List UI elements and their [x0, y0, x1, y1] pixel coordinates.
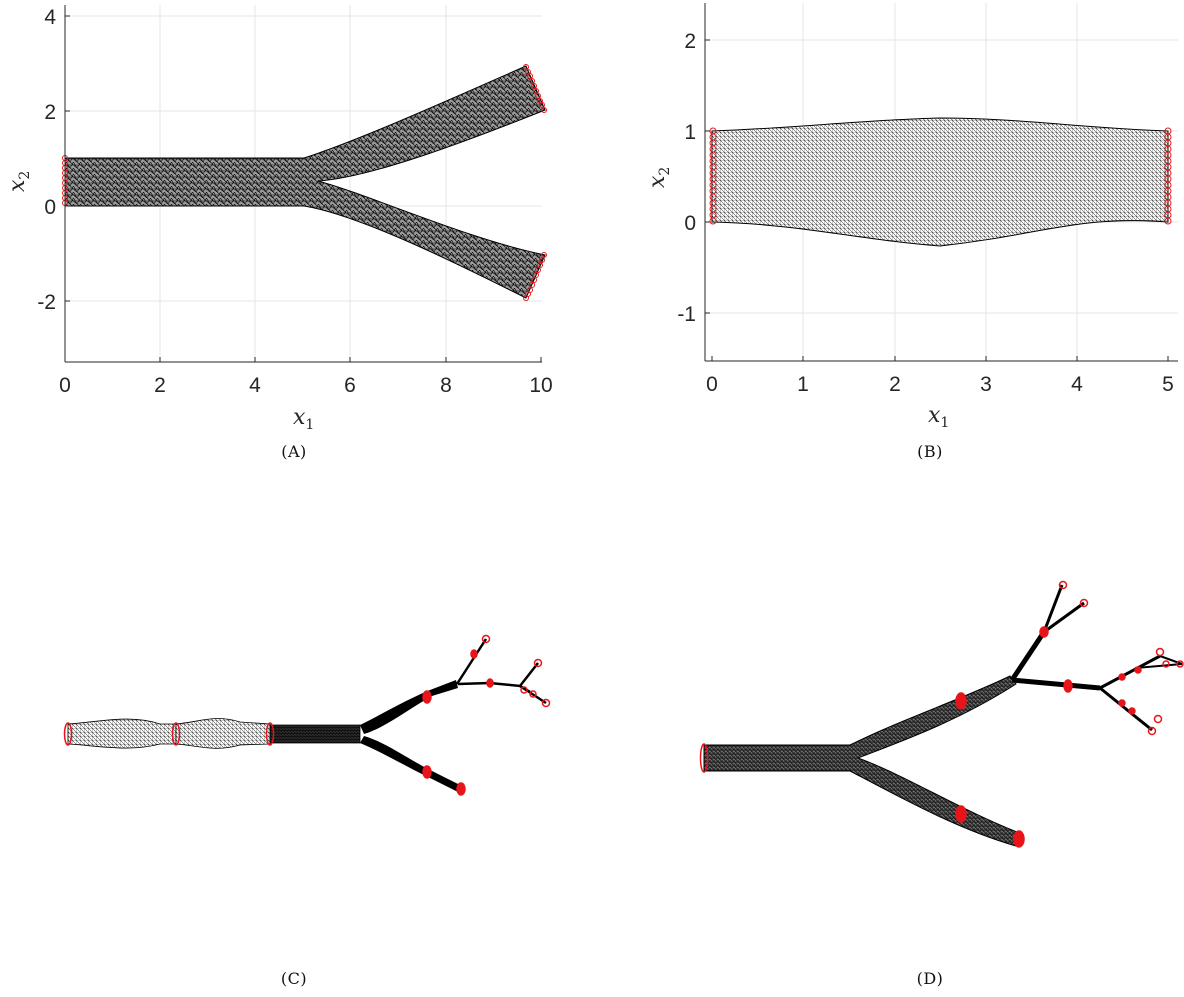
- panel-b-x-axis-label: x1: [928, 403, 949, 431]
- panel-b-boundary-markers: [709, 127, 1172, 225]
- panel-b-y-tick: -1: [677, 303, 696, 326]
- panel-c-boundary-markers: [63, 634, 551, 796]
- panel-a-mesh: [64, 65, 546, 299]
- panel-a-x-tick-labels: 0 2 4 6 8 10: [59, 374, 553, 397]
- panel-c-trunk-segment-1: [67, 718, 177, 749]
- panel-c-trunk-segment-3: [269, 724, 361, 744]
- panel-b-y-tick: 1: [684, 121, 696, 144]
- panel-b-y-axis-label: x2: [645, 167, 673, 188]
- panel-c-caption: (C): [281, 969, 307, 988]
- panel-c-branch-upper: [360, 680, 458, 734]
- panel-a-x-tick: 10: [529, 374, 552, 397]
- panel-a-caption: (A): [281, 442, 307, 461]
- panel-b-x-tick: 1: [797, 373, 809, 396]
- panel-b-x-tick-labels: 0 1 2 3 4 5: [706, 373, 1174, 396]
- panel-a-outlet-upper-markers: [523, 64, 547, 113]
- panel-a-x-tick: 0: [59, 374, 71, 397]
- panel-b-axes: [704, 3, 1178, 362]
- panel-b-mesh-domain: [711, 117, 1169, 247]
- panel-a-outlet-lower-markers: [523, 252, 547, 301]
- panel-d-caption: (D): [917, 969, 944, 988]
- panel-b-x-tick: 0: [706, 373, 718, 396]
- panel-c-branch-lower: [360, 736, 462, 792]
- panel-d-boundary-markers: [699, 580, 1184, 848]
- panel-b-x-tick: 2: [889, 373, 901, 396]
- panel-b-mesh: [711, 117, 1169, 247]
- panel-b-y-tick: 2: [684, 30, 696, 53]
- panel-c-mesh: [67, 638, 547, 792]
- panel-a: 0 2 4 6 8 10 -2 0 2 4 x1 x2 (A): [5, 5, 553, 461]
- panel-b-caption: (B): [917, 442, 943, 461]
- panel-a-y-tick-labels: -2 0 2 4: [37, 6, 56, 314]
- panel-a-x-axis-label: x1: [293, 405, 314, 433]
- panel-a-boundary-markers: [62, 64, 547, 301]
- panel-d-trunk: [703, 675, 1023, 847]
- panel-a-x-tick: 8: [440, 374, 452, 397]
- panel-b-outlet-markers: [1164, 127, 1172, 225]
- panel-c-trunk-segment-2: [175, 718, 271, 749]
- panel-a-mesh-domain: [64, 65, 546, 299]
- panel-a-y-axis-label: x2: [5, 171, 33, 192]
- panel-b-x-tick: 4: [1071, 373, 1083, 396]
- panel-c-small-branches: [455, 638, 547, 705]
- panel-b-x-tick: 3: [980, 373, 992, 396]
- panel-c: (C): [63, 634, 551, 988]
- panel-a-y-tick: 2: [44, 101, 56, 124]
- panel-b: 0 1 2 3 4 5 -1 0 1 2 x1 x2 (B): [645, 3, 1178, 461]
- panel-a-x-tick: 6: [344, 374, 356, 397]
- panel-b-y-tick: 0: [684, 212, 696, 235]
- panel-d-mesh: [703, 584, 1183, 847]
- panel-a-x-tick: 4: [249, 374, 261, 397]
- panel-b-x-tick: 5: [1162, 373, 1174, 396]
- panel-a-y-tick: -2: [37, 291, 56, 314]
- panel-a-axes: [64, 5, 542, 363]
- panel-d-small-branches: [1009, 584, 1183, 732]
- panel-b-y-tick-labels: -1 0 1 2: [677, 30, 696, 326]
- panel-a-x-tick: 2: [154, 374, 166, 397]
- panel-d: (D): [699, 580, 1184, 988]
- panel-a-y-tick: 4: [44, 6, 56, 29]
- panel-a-y-tick: 0: [44, 196, 56, 219]
